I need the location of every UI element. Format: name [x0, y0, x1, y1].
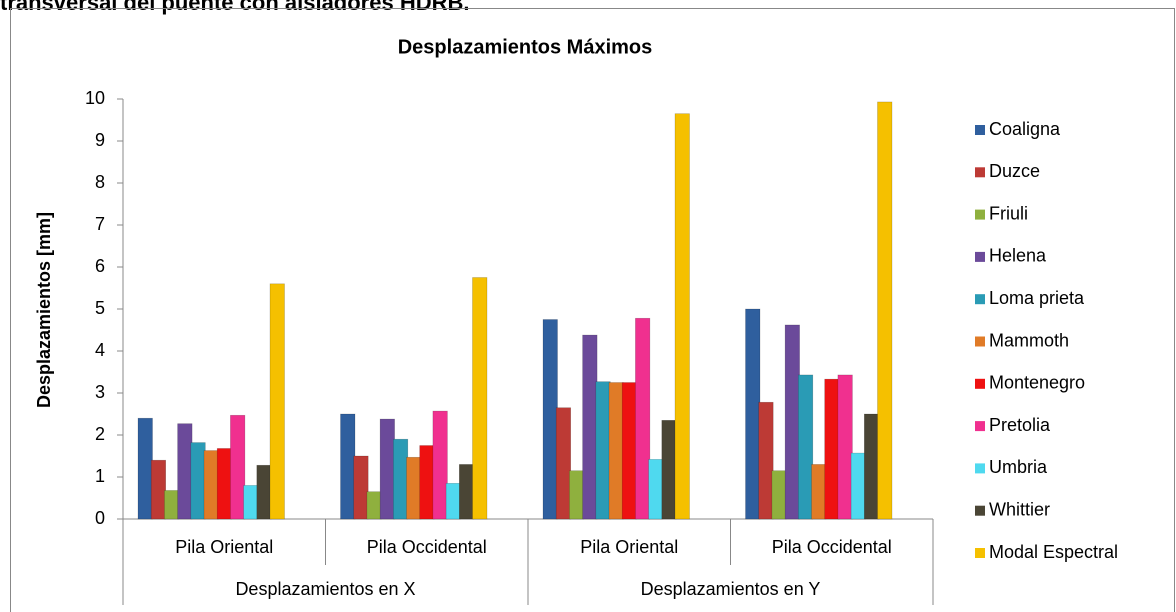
bar	[674, 113, 690, 520]
bar	[216, 448, 232, 520]
bar	[877, 101, 893, 520]
bar	[784, 324, 800, 520]
bar	[542, 319, 558, 520]
bar	[555, 407, 572, 520]
legend-swatch	[975, 167, 985, 178]
legend-label: Montenegro	[989, 373, 1085, 393]
legend-label: Friuli	[989, 203, 1028, 223]
x-tick-label: Pila Oriental	[175, 537, 273, 557]
bar	[445, 482, 461, 520]
y-tick-label: 6	[95, 256, 105, 276]
bar	[472, 277, 488, 520]
page-title: transversal del puente con aisladores HD…	[0, 0, 470, 15]
y-tick-label: 4	[95, 340, 105, 360]
legend-swatch	[975, 548, 985, 558]
legend-label: Helena	[989, 246, 1047, 266]
y-tick-label: 2	[95, 424, 105, 444]
legend-swatch	[975, 251, 985, 262]
bar	[797, 374, 814, 520]
legend-label: Coaligna	[989, 119, 1061, 139]
bar	[203, 450, 219, 520]
chart-frame	[10, 8, 1175, 612]
legend-label: Whittier	[989, 499, 1050, 519]
bar	[608, 382, 624, 520]
legend-swatch	[975, 125, 985, 135]
bar	[230, 414, 246, 520]
legend-swatch	[975, 336, 985, 347]
bar	[432, 410, 448, 520]
y-axis-label: Desplazamientos [mm]	[34, 212, 54, 408]
bar	[392, 438, 409, 520]
y-tick-label: 3	[95, 382, 105, 402]
bar	[379, 418, 395, 520]
bar	[758, 401, 774, 520]
bar	[419, 445, 435, 520]
legend-swatch	[975, 209, 985, 220]
y-tick-label: 10	[85, 88, 105, 108]
legend-swatch	[975, 378, 985, 389]
bar	[406, 456, 422, 520]
bar	[811, 464, 827, 520]
bar	[243, 485, 259, 520]
bar	[837, 374, 853, 520]
bar	[635, 317, 651, 520]
bar	[850, 452, 866, 520]
bar	[137, 417, 153, 520]
bar	[582, 334, 598, 520]
chart-title: Desplazamientos Máximos	[398, 36, 653, 58]
y-tick-label: 1	[95, 466, 105, 486]
legend-swatch	[975, 421, 985, 432]
bar	[256, 464, 272, 520]
bar	[269, 283, 285, 520]
group-label: Desplazamientos en X	[235, 579, 415, 599]
legend-swatch	[975, 294, 985, 305]
x-tick-label: Pila Occidental	[367, 537, 487, 557]
bar	[824, 378, 840, 520]
bar	[150, 459, 166, 520]
bar	[366, 491, 382, 520]
y-tick-label: 0	[95, 508, 105, 528]
legend-label: Duzce	[989, 161, 1040, 181]
legend-label: Loma prieta	[989, 288, 1085, 308]
x-tick-label: Pila Occidental	[772, 537, 892, 557]
y-tick-label: 8	[95, 172, 105, 192]
x-tick-label: Pila Oriental	[580, 537, 678, 557]
y-tick-label: 9	[95, 130, 105, 150]
bar	[177, 423, 193, 520]
bar	[569, 470, 585, 520]
legend-label: Modal Espectral	[989, 542, 1118, 562]
bar	[190, 442, 206, 520]
legend-label: Mammoth	[989, 330, 1069, 350]
bar	[164, 490, 180, 520]
legend-swatch	[975, 463, 985, 474]
legend-swatch	[975, 505, 985, 516]
legend-label: Umbria	[989, 457, 1048, 477]
bar	[661, 419, 677, 520]
y-tick-label: 7	[95, 214, 105, 234]
bar	[745, 308, 761, 520]
bar	[621, 382, 638, 520]
bar	[863, 413, 880, 520]
bar	[595, 381, 611, 520]
bar	[458, 464, 475, 520]
y-tick-label: 5	[95, 298, 105, 318]
legend-label: Pretolia	[989, 415, 1051, 435]
bar	[771, 470, 787, 520]
bar	[648, 459, 664, 520]
group-label: Desplazamientos en Y	[641, 579, 821, 599]
bar	[353, 455, 369, 520]
bar	[340, 413, 356, 520]
